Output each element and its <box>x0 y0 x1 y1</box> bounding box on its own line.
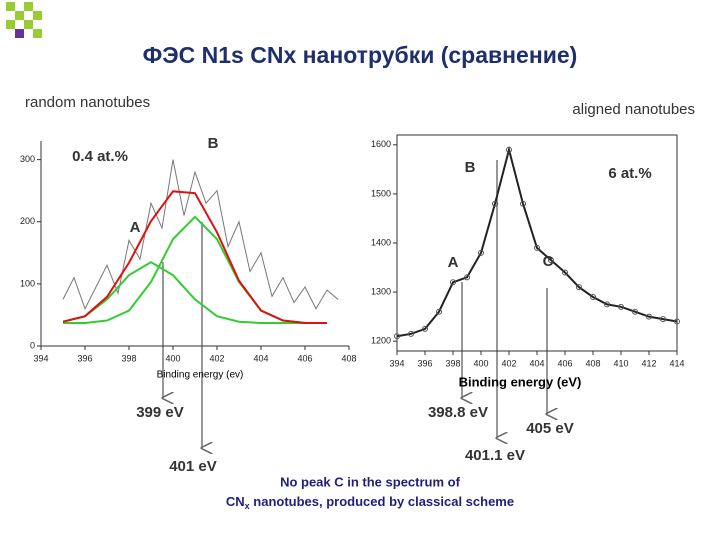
point <box>674 318 680 325</box>
point <box>660 316 666 323</box>
right-caption: aligned nanotubes <box>572 101 695 118</box>
point <box>408 330 414 337</box>
x-tick-label: 406 <box>557 358 572 368</box>
annotation: B <box>465 159 476 176</box>
x-tick-label: 398 <box>445 358 460 368</box>
x-tick-label: 402 <box>501 358 516 368</box>
left-caption: random nanotubes <box>25 94 150 111</box>
x-tick-label: 396 <box>417 358 432 368</box>
series-line <box>62 159 339 310</box>
point <box>534 244 540 251</box>
series-line <box>62 260 327 325</box>
point <box>604 301 610 308</box>
y-tick-label: 1500 <box>371 188 391 198</box>
y-tick-label: 1600 <box>371 139 391 149</box>
x-tick-label: 406 <box>297 353 312 363</box>
point <box>562 269 568 276</box>
point <box>576 284 582 291</box>
note: CNx nanotubes, produced by classical sch… <box>226 494 514 511</box>
point <box>632 308 638 315</box>
y-tick-label: 200 <box>20 216 35 226</box>
y-tick-label: 0 <box>30 340 35 350</box>
arrows <box>163 160 547 448</box>
point <box>464 274 470 281</box>
x-tick-label: 408 <box>341 353 356 363</box>
annotation: C <box>543 253 554 270</box>
x-tick-label: 398 <box>121 353 136 363</box>
y-tick-label: 300 <box>20 154 35 164</box>
point <box>394 333 400 340</box>
x-axis-label: Binding energy (ev) <box>157 370 244 381</box>
x-axis-label: Binding energy (eV) <box>459 374 582 389</box>
point <box>450 279 456 286</box>
series-line <box>396 145 678 338</box>
annotation: 0.4 at.% <box>72 148 128 165</box>
peak-label: 401 eV <box>169 458 217 475</box>
series-line <box>62 190 327 325</box>
x-tick-label: 408 <box>585 358 600 368</box>
peak-label: 401.1 eV <box>465 447 525 464</box>
note: No peak C in the spectrum of <box>280 474 461 489</box>
x-tick-label: 410 <box>613 358 628 368</box>
x-tick-label: 404 <box>253 353 268 363</box>
point <box>422 325 428 332</box>
annotation: A <box>130 219 141 236</box>
y-tick-label: 1400 <box>371 237 391 247</box>
annotation: A <box>448 254 459 271</box>
series-line <box>63 215 327 325</box>
y-tick-label: 1300 <box>371 286 391 296</box>
x-tick-label: 402 <box>209 353 224 363</box>
x-tick-label: 400 <box>473 358 488 368</box>
peak-label: 405 eV <box>526 420 574 437</box>
x-tick-label: 394 <box>33 353 48 363</box>
decor <box>6 2 42 38</box>
peak-label: 398.8 eV <box>428 404 488 421</box>
x-tick-label: 400 <box>165 353 180 363</box>
x-tick-label: 394 <box>389 358 404 368</box>
point <box>646 313 652 320</box>
point <box>520 200 526 207</box>
point <box>548 257 554 264</box>
point <box>436 308 442 315</box>
x-tick-label: 396 <box>77 353 92 363</box>
x-tick-label: 414 <box>669 358 684 368</box>
point <box>590 294 596 300</box>
point <box>492 200 498 207</box>
point <box>506 146 512 153</box>
annotation: 6 at.% <box>608 165 651 182</box>
peak-label: 399 eV <box>136 404 184 421</box>
point <box>478 249 484 256</box>
note-part: nanotubes, produced by classical scheme <box>250 494 514 509</box>
y-tick-label: 1200 <box>371 336 391 346</box>
annotation: B <box>208 135 219 152</box>
note-sub: x <box>245 501 250 511</box>
point <box>618 303 624 310</box>
x-tick-label: 404 <box>529 358 544 368</box>
x-tick-label: 412 <box>641 358 656 368</box>
y-tick-label: 100 <box>20 278 35 288</box>
note-part: CN <box>226 494 245 509</box>
title: ФЭС N1s CNx нанотрубки (сравнение) <box>143 42 578 68</box>
